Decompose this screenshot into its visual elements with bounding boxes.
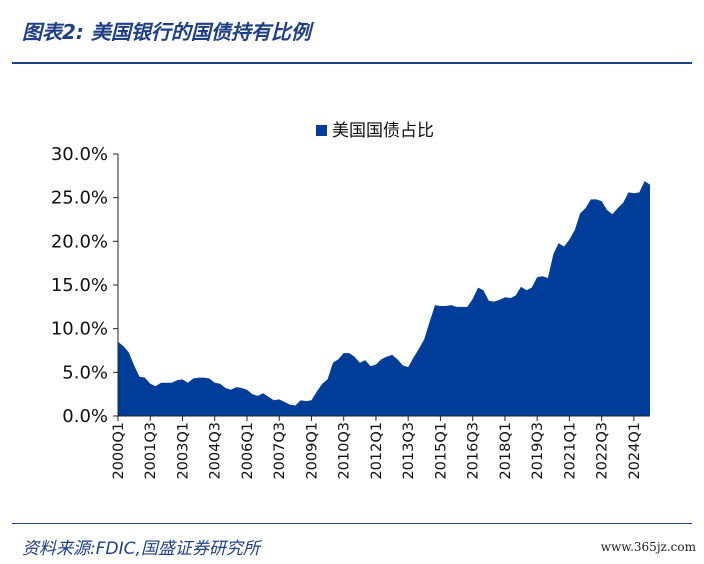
watermark: www.365jz.com	[600, 540, 696, 554]
x-tick-label: 2019Q3	[530, 422, 546, 480]
legend-label: 美国国债占比	[332, 121, 434, 141]
x-tick-label: 2007Q3	[272, 422, 288, 480]
x-tick-label: 2012Q1	[369, 422, 385, 480]
x-tick-label: 2004Q3	[208, 422, 224, 480]
y-tick-label: 30.0%	[51, 144, 108, 165]
y-tick-label: 0.0%	[62, 406, 108, 427]
y-tick-label: 15.0%	[51, 275, 108, 296]
x-tick-label: 2022Q3	[595, 422, 611, 480]
x-tick-label: 2000Q1	[111, 422, 127, 480]
x-tick-label: 2015Q1	[433, 422, 449, 480]
plot-area	[118, 181, 650, 416]
legend-swatch	[316, 125, 327, 136]
x-tick-label: 2013Q3	[401, 422, 417, 480]
x-tick-label: 2016Q3	[466, 422, 482, 480]
series-area	[118, 181, 650, 416]
x-tick-label: 2018Q1	[498, 422, 514, 480]
x-tick-label: 2009Q1	[304, 422, 320, 480]
x-tick-label: 2024Q1	[627, 422, 643, 480]
y-axis: 0.0% 5.0% 10.0% 15.0% 20.0% 25.0% 30.0%	[51, 144, 119, 427]
x-tick-label: 2006Q1	[240, 422, 256, 480]
x-tick-label: 2021Q1	[562, 422, 578, 480]
x-tick-label: 2001Q3	[143, 422, 159, 480]
header-divider	[12, 62, 692, 64]
footer-divider	[12, 523, 692, 524]
x-tick-label: 2003Q1	[175, 422, 191, 480]
y-tick-label: 10.0%	[51, 319, 108, 340]
y-tick-label: 25.0%	[51, 188, 108, 209]
x-tick-label: 2010Q3	[337, 422, 353, 480]
y-tick-label: 5.0%	[62, 362, 108, 383]
chart-title: 图表2: 美国银行的国债持有比例	[22, 20, 311, 44]
y-tick-label: 20.0%	[51, 231, 108, 252]
area-chart: 美国国债占比 0.0% 5.0% 10.0% 15.0% 20.0% 25.0% 30.0%…	[51, 121, 650, 480]
source-note: 资料来源:FDIC,国盛证券研究所	[22, 539, 260, 559]
legend: 美国国债占比	[316, 121, 434, 141]
x-axis: 2000Q1 2001Q3 2003Q1 2004Q3 2006Q1 2007Q3 2009…	[111, 415, 650, 480]
